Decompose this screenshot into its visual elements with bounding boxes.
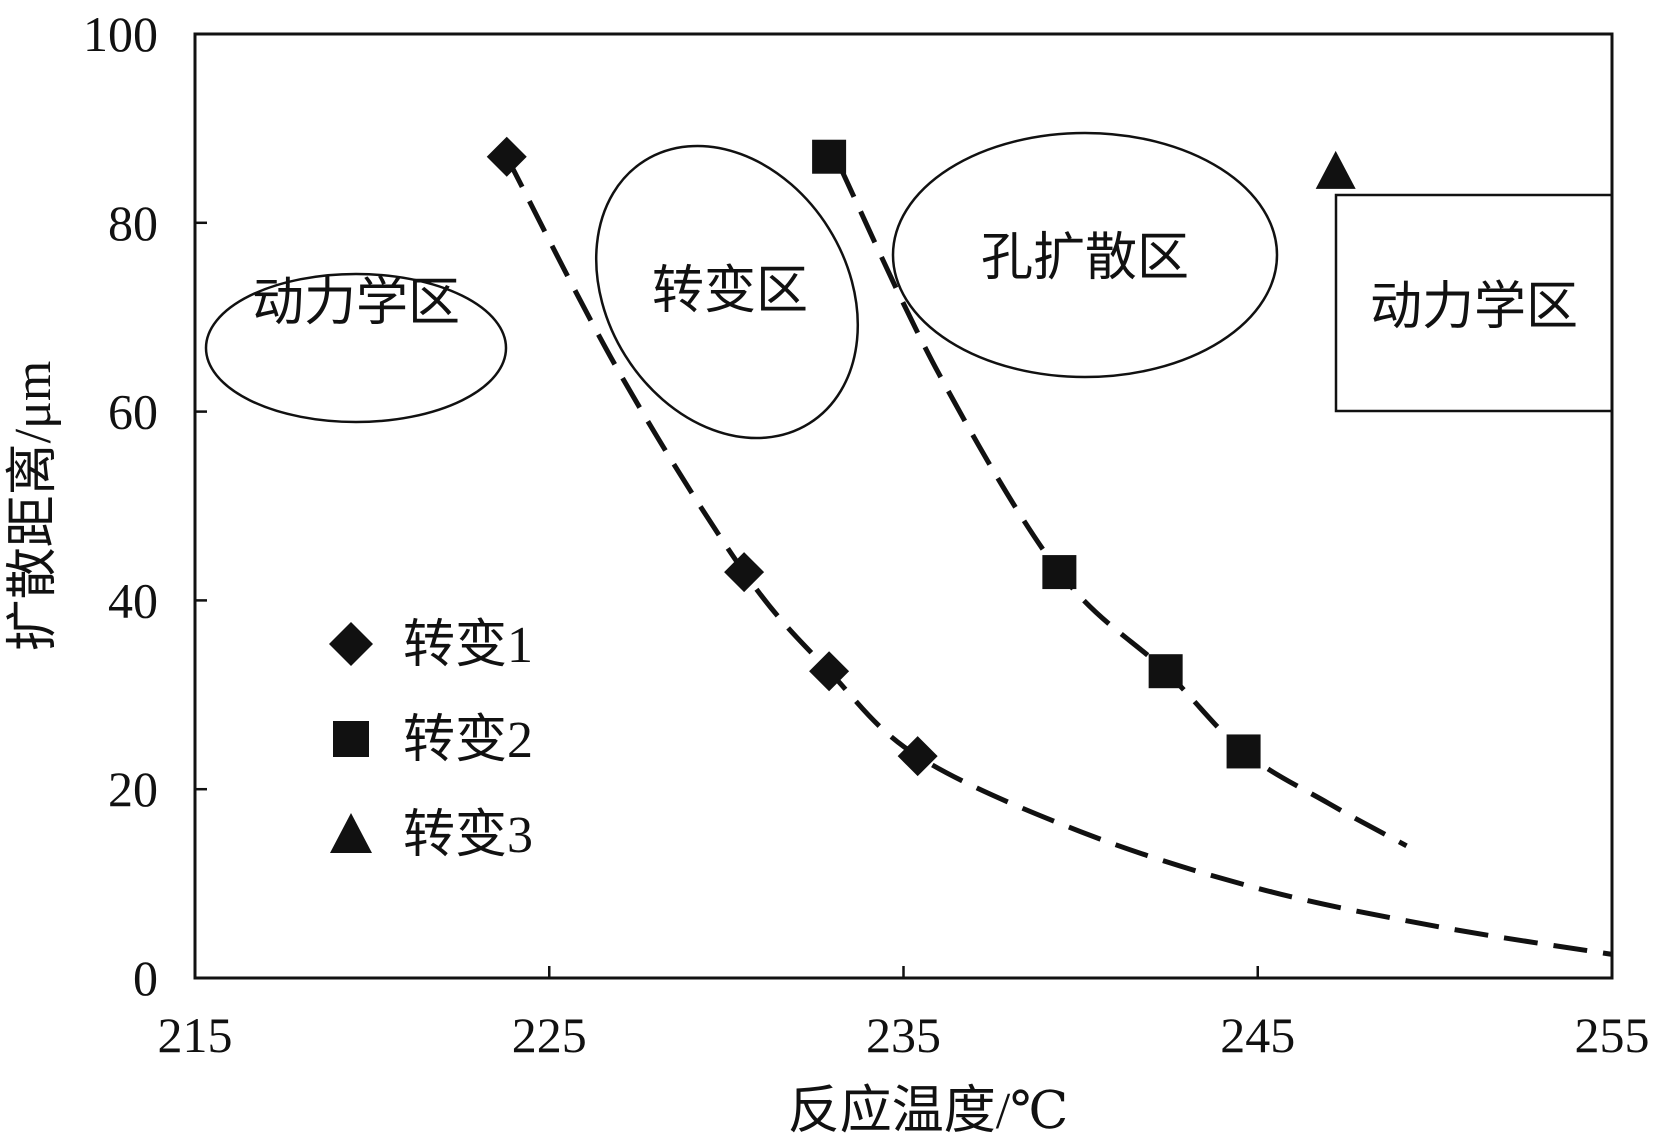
data-point-diamond [486,136,527,177]
zone-label-transition: 转变区 [652,263,808,320]
x-tick-label: 215 [158,1007,233,1063]
fit-curve-2 [837,165,1408,849]
y-tick-label: 0 [133,950,158,1006]
zone-box-kinetic-right [1334,193,1614,413]
data-point-diamond [724,552,765,593]
x-tick-label: 235 [866,1007,941,1063]
data-point-square [812,139,847,174]
zone-label-kinetic-left: 动力学区 [252,275,460,332]
x-tick-label: 225 [512,1007,587,1063]
zone-label-pore-diffusion: 孔扩散区 [981,230,1189,287]
legend-square-icon [333,721,369,757]
zone-ellipse-pore-diffusion [891,131,1279,379]
data-points [486,136,1356,777]
data-point-square [1226,734,1261,769]
x-tick-label: 255 [1575,1007,1650,1063]
legend-label-3: 转变3 [403,807,533,864]
data-point-square [1042,555,1077,590]
legend: 转变1 转变2 转变3 [329,617,533,864]
x-axis-label: 反应温度/℃ [788,1083,1069,1140]
axis-ticks: 215 225 235 245 255 0 20 40 60 80 100 [83,6,1650,1063]
x-tick-label: 245 [1220,1007,1295,1063]
y-tick-label: 80 [108,195,158,251]
zone-ellipse-transition [594,144,860,440]
y-axis-label: 扩散距离/μm [5,361,62,652]
legend-triangle-icon [330,813,372,853]
y-tick-label: 100 [83,6,158,62]
legend-diamond-icon [329,622,373,666]
zone-label-kinetic-right: 动力学区 [1370,279,1578,336]
legend-label-1: 转变1 [403,617,533,674]
data-point-square [1148,654,1183,689]
zone-ellipse-kinetic-left [204,272,508,424]
legend-label-2: 转变2 [403,712,533,769]
data-point-triangle [1315,150,1356,189]
data-point-diamond [809,651,850,692]
data-point-diamond [897,736,938,777]
y-tick-label: 20 [108,761,158,817]
y-tick-label: 40 [108,572,158,628]
y-tick-label: 60 [108,384,158,440]
